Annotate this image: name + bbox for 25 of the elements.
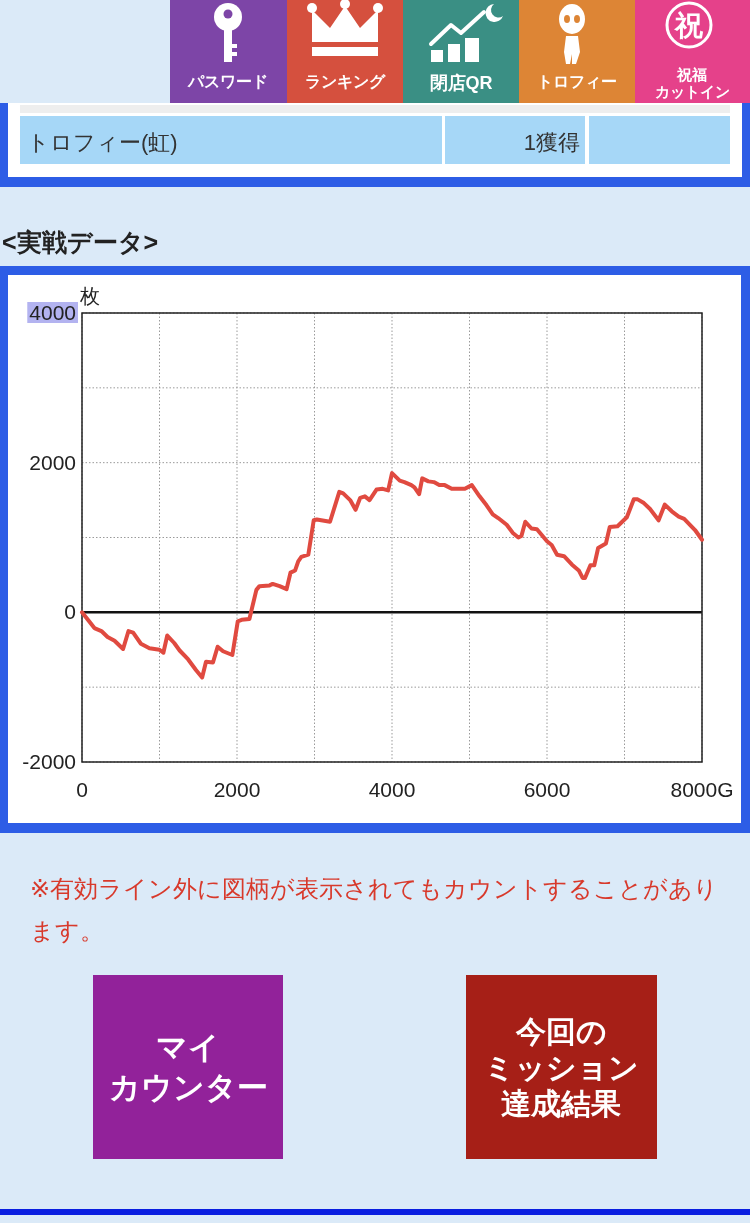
x-tick-label: 4000 [368, 778, 416, 801]
text: トロフィー(虹) [27, 130, 178, 155]
x-tick-label: 6000 [523, 778, 571, 801]
text: 達成結果 [501, 1087, 621, 1120]
text: ミッション [483, 1051, 639, 1084]
y-tick-label: 0 [64, 600, 76, 624]
text: カウンター [108, 1070, 268, 1105]
text: 祝福 [676, 66, 707, 83]
text: 閉店QR [429, 73, 493, 93]
y-tick-label: -2000 [22, 750, 76, 773]
x-tick-label: 2000 [213, 778, 261, 801]
text: マイ [156, 1030, 220, 1065]
y-tick-label: 2000 [29, 450, 76, 474]
y-axis-title: 枚 [79, 285, 100, 307]
text: ランキング [305, 73, 386, 90]
text: ※有効ライン外に図柄が表示されてもカウントすることがあります。 [30, 875, 719, 944]
text: パスワード [187, 73, 268, 90]
text: 今回の [514, 1015, 607, 1048]
text: 1獲得 [523, 130, 580, 155]
text: カットイン [654, 83, 730, 100]
text: 祝 [673, 10, 704, 41]
chart-title: <実戦データ> [2, 228, 159, 256]
text: トロフィー [537, 73, 617, 90]
line-series [80, 471, 704, 680]
x-tick-label: 8000G [670, 778, 734, 801]
